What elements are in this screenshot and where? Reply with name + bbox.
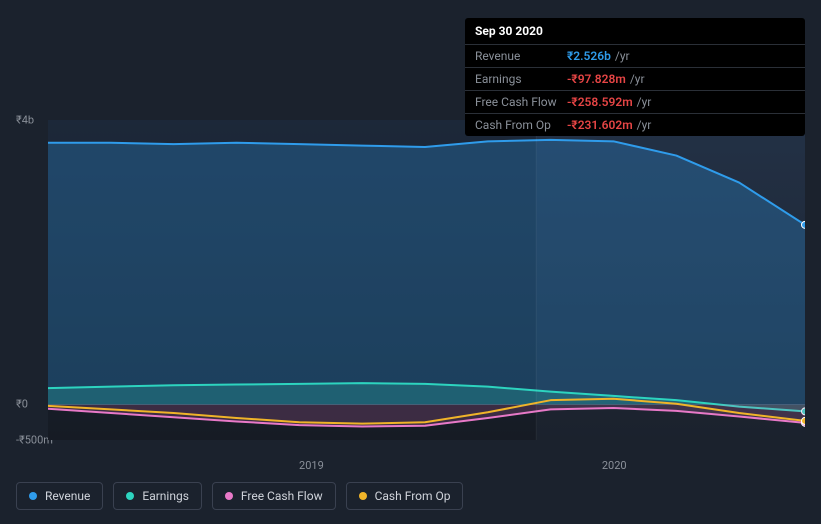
tooltip-metric-label: Cash From Op	[475, 118, 567, 132]
tooltip-metric-label: Free Cash Flow	[475, 95, 567, 109]
tooltip-metric-unit: /yr	[630, 72, 645, 86]
tooltip-row: Free Cash Flow-₹258.592m/yr	[465, 91, 805, 114]
x-axis-label: 2019	[299, 459, 324, 472]
legend-item-free-cash-flow[interactable]: Free Cash Flow	[212, 482, 336, 510]
tooltip-row: Cash From Op-₹231.602m/yr	[465, 114, 805, 136]
legend-dot-icon	[359, 492, 367, 500]
legend-label: Revenue	[45, 489, 90, 503]
legend-item-revenue[interactable]: Revenue	[16, 482, 103, 510]
tooltip-date: Sep 30 2020	[465, 18, 805, 45]
chart-area: Past ₹4b₹0-₹500m 20192020	[16, 120, 805, 450]
x-axis-label: 2020	[602, 459, 627, 472]
tooltip-metric-label: Revenue	[475, 49, 567, 63]
legend-label: Free Cash Flow	[241, 489, 323, 503]
tooltip-metric-value: ₹2.526b	[567, 49, 611, 63]
y-axis-label: ₹4b	[16, 114, 34, 127]
legend-label: Cash From Op	[375, 489, 451, 503]
legend-item-cash-from-op[interactable]: Cash From Op	[346, 482, 464, 510]
y-axis-label: ₹0	[16, 398, 28, 411]
tooltip-metric-unit: /yr	[615, 49, 630, 63]
chart-svg[interactable]	[48, 120, 805, 440]
tooltip-metric-value: -₹97.828m	[567, 72, 626, 86]
tooltip-row: Earnings-₹97.828m/yr	[465, 68, 805, 91]
legend-dot-icon	[126, 492, 134, 500]
legend-item-earnings[interactable]: Earnings	[113, 482, 202, 510]
legend-dot-icon	[29, 492, 37, 500]
tooltip-box: Sep 30 2020 Revenue₹2.526b/yrEarnings-₹9…	[465, 18, 805, 136]
tooltip-metric-unit: /yr	[637, 118, 652, 132]
tooltip-metric-value: -₹258.592m	[567, 95, 633, 109]
tooltip-metric-label: Earnings	[475, 72, 567, 86]
legend-dot-icon	[225, 492, 233, 500]
tooltip-row: Revenue₹2.526b/yr	[465, 45, 805, 68]
tooltip-metric-unit: /yr	[637, 95, 652, 109]
legend-label: Earnings	[142, 489, 189, 503]
tooltip-metric-value: -₹231.602m	[567, 118, 633, 132]
legend: Revenue Earnings Free Cash Flow Cash From O…	[16, 482, 463, 510]
